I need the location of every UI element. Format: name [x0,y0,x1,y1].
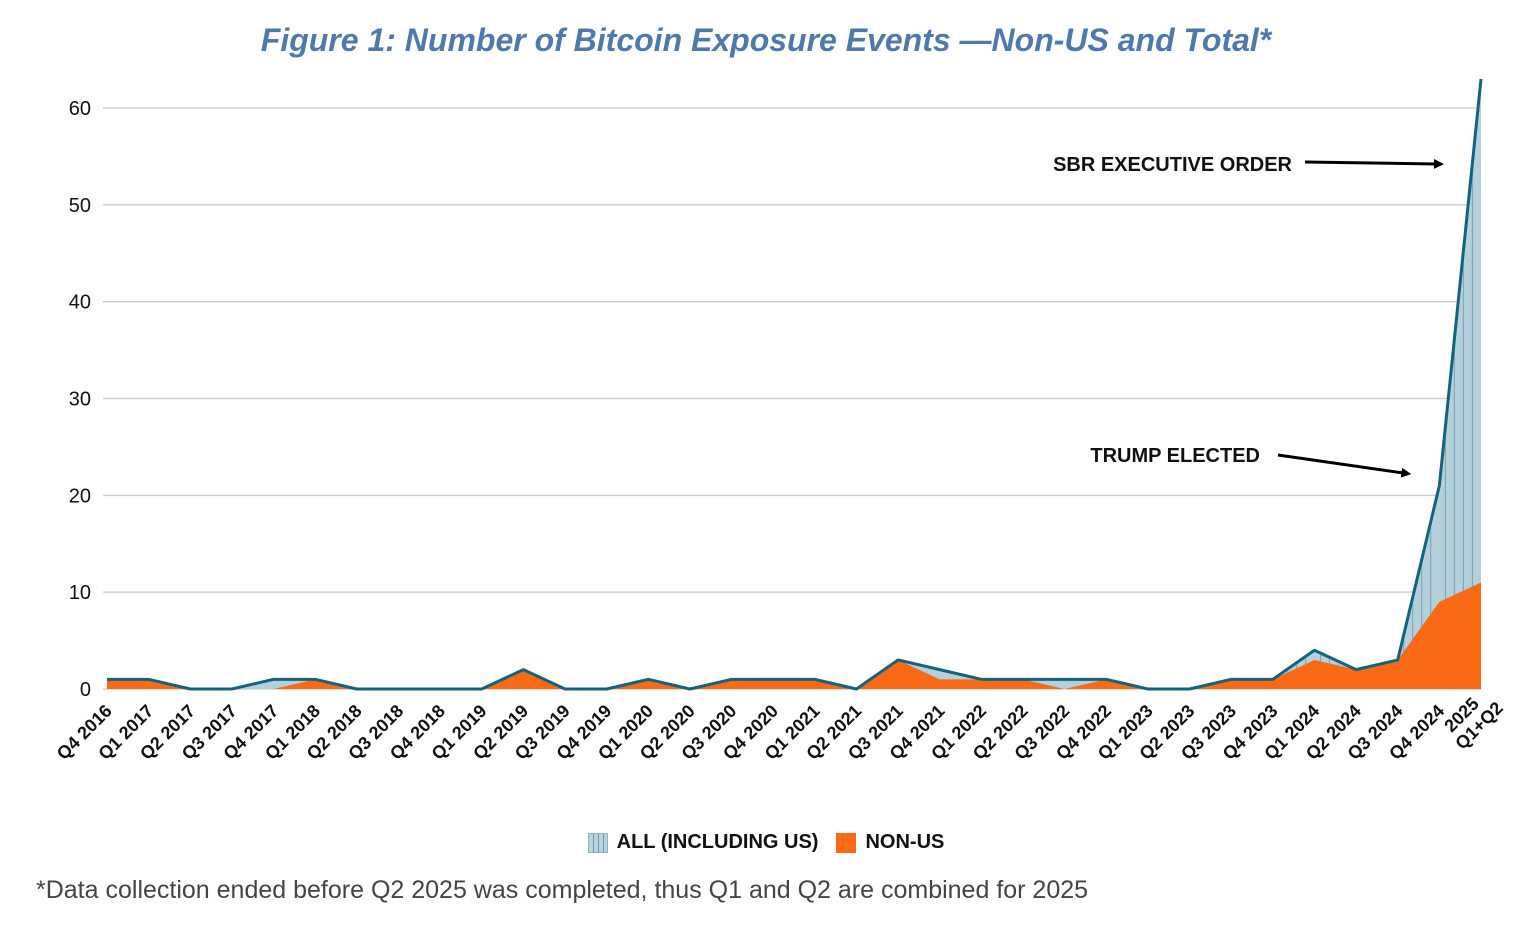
annotation-arrow-sbr [1304,158,1444,169]
series-line-all [107,78,1483,691]
legend-label-nonus: NON-US [865,831,945,853]
annotation-arrow-trump [1277,453,1412,478]
annotation-sbr-executive-order: SBR EXECUTIVE ORDER [1053,154,1292,176]
legend-swatch-nonus [836,832,857,853]
chart-title: Figure 1: Number of Bitcoin Exposure Eve… [260,22,1272,58]
series-area-nonus [107,582,1481,689]
annotations: SBR EXECUTIVE ORDER TRUMP ELECTED [1053,154,1444,478]
legend-label-all: ALL (INCLUDING US) [616,831,819,853]
footnote: *Data collection ended before Q2 2025 wa… [36,876,1089,904]
legend-item-all: ALL (INCLUDING US) [587,831,819,854]
series-areas [106,78,1483,691]
y-tick-label: 50 [69,195,91,217]
annotation-trump-elected: TRUMP ELECTED [1090,445,1260,467]
y-tick-label: 20 [69,485,91,507]
y-tick-label: 60 [69,98,91,120]
y-tick-label: 0 [80,679,91,701]
legend-item-nonus: NON-US [836,831,944,854]
legend-swatch-all [587,832,608,853]
y-axis-ticks: 0 10 20 30 40 50 60 [69,98,91,701]
y-tick-label: 40 [69,292,91,314]
x-tick-label: 2025Q1+Q2 [1437,684,1507,754]
y-tick-label: 10 [69,582,91,604]
legend: ALL (INCLUDING US) NON-US [0,831,1532,854]
gridlines [103,107,1481,690]
y-tick-label: 30 [69,389,91,411]
